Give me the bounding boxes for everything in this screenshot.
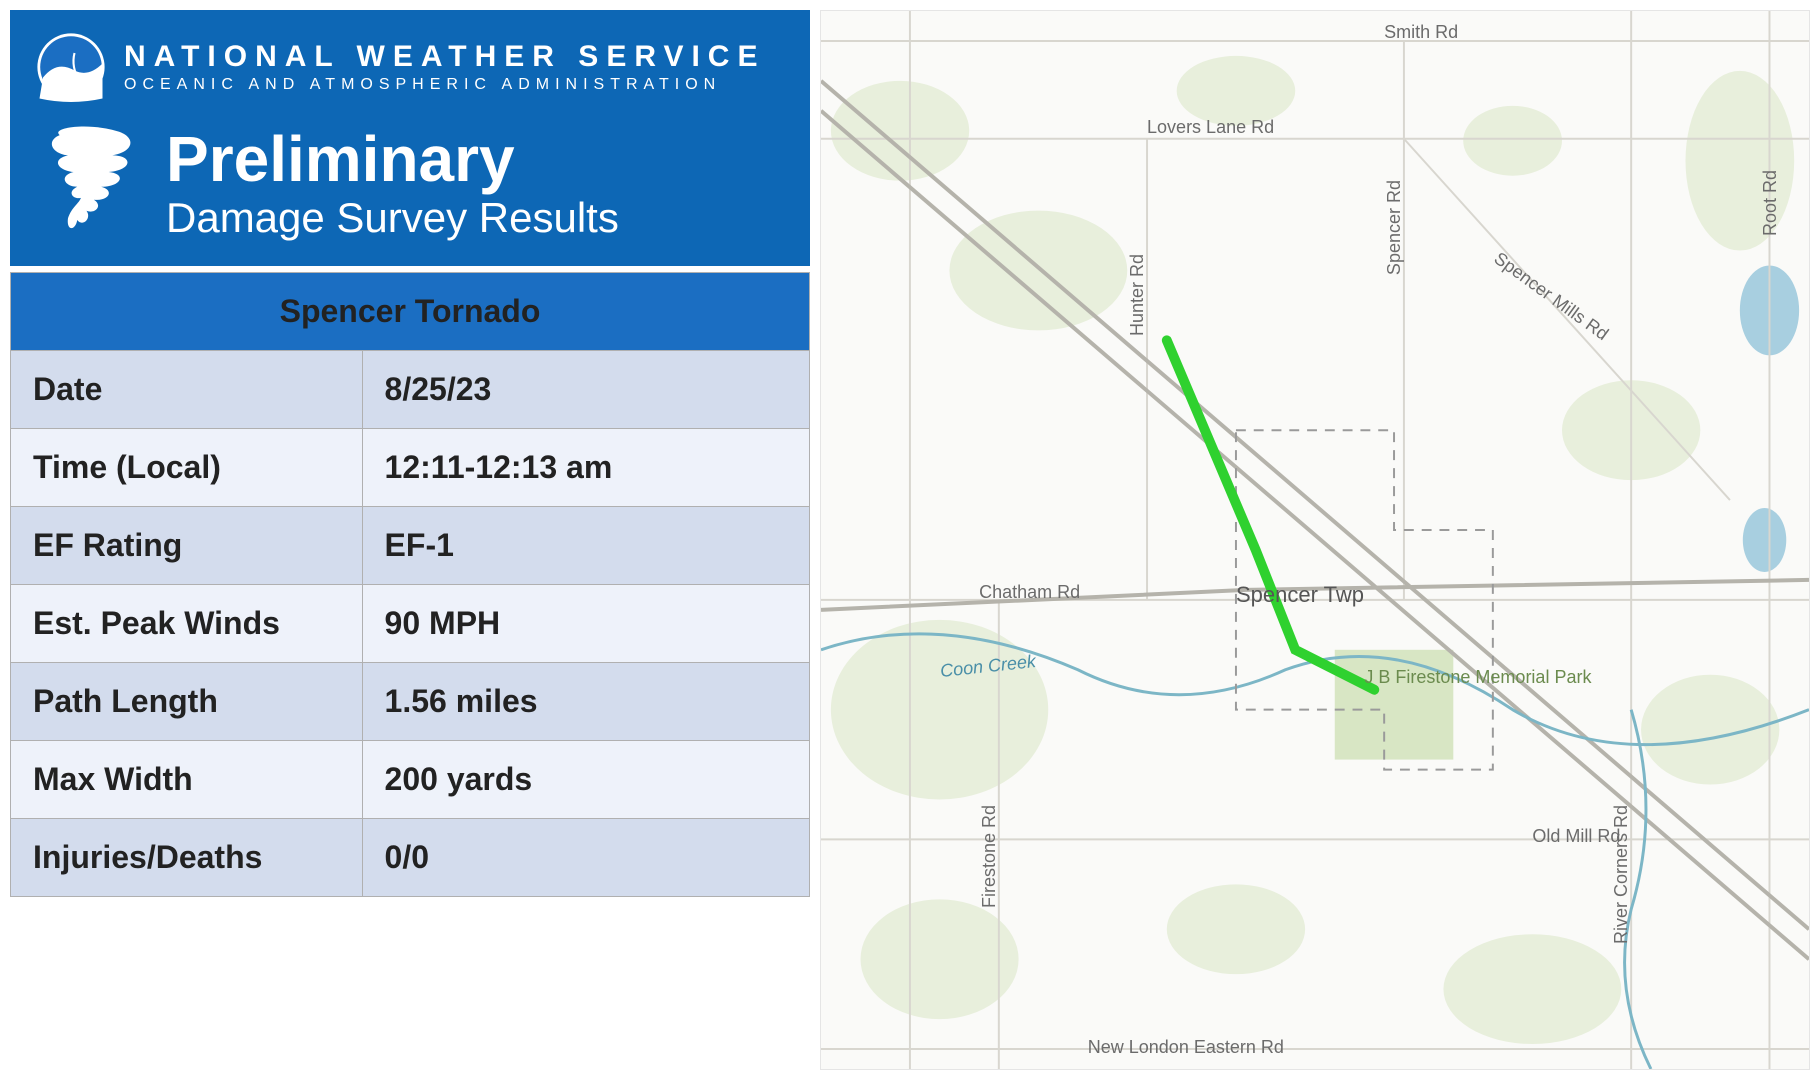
title-sub-label: Damage Survey Results — [166, 195, 619, 241]
row-label: Date — [11, 351, 363, 429]
tornado-info-table: Spencer Tornado Date 8/25/23 Time (Local… — [10, 272, 810, 897]
table-title: Spencer Tornado — [11, 273, 810, 351]
vegetation-layer — [831, 56, 1794, 1044]
table-row: Max Width 200 yards — [11, 741, 810, 819]
row-label: Path Length — [11, 663, 363, 741]
table-row: Time (Local) 12:11-12:13 am — [11, 429, 810, 507]
map-label-chatham: Chatham Rd — [979, 582, 1080, 603]
map-label-old-mill: Old Mill Rd — [1532, 826, 1620, 847]
table-row: Est. Peak Winds 90 MPH — [11, 585, 810, 663]
agency-text: NATIONAL WEATHER SERVICE OCEANIC AND ATM… — [124, 40, 765, 94]
row-value: 12:11-12:13 am — [362, 429, 809, 507]
row-label: Injuries/Deaths — [11, 819, 363, 897]
row-value: EF-1 — [362, 507, 809, 585]
map-label-root: Root Rd — [1760, 170, 1781, 236]
table-row: Date 8/25/23 — [11, 351, 810, 429]
row-value: 1.56 miles — [362, 663, 809, 741]
title-text: Preliminary Damage Survey Results — [166, 127, 619, 241]
table-row: Path Length 1.56 miles — [11, 663, 810, 741]
map-label-smith: Smith Rd — [1384, 22, 1458, 43]
highway-layer — [821, 81, 1809, 959]
table-header-row: Spencer Tornado — [11, 273, 810, 351]
row-value: 0/0 — [362, 819, 809, 897]
map-label-firestone-park: J B Firestone Memorial Park — [1364, 667, 1514, 688]
map-label-spencer-twp: Spencer Twp — [1236, 582, 1364, 608]
row-label: Max Width — [11, 741, 363, 819]
title-row: Preliminary Damage Survey Results — [36, 124, 784, 244]
map-label-spencer-rd: Spencer Rd — [1384, 180, 1405, 275]
agency-sub-label: OCEANIC AND ATMOSPHERIC ADMINISTRATION — [124, 76, 765, 94]
row-label: Time (Local) — [11, 429, 363, 507]
title-main-label: Preliminary — [166, 127, 619, 191]
row-label: EF Rating — [11, 507, 363, 585]
noaa-logo-icon — [36, 32, 106, 102]
map-label-hunter: Hunter Rd — [1127, 254, 1148, 336]
map-svg — [821, 11, 1809, 1069]
agency-row: NATIONAL WEATHER SERVICE OCEANIC AND ATM… — [36, 32, 784, 102]
table-row: EF Rating EF-1 — [11, 507, 810, 585]
row-value: 8/25/23 — [362, 351, 809, 429]
map-label-new-london: New London Eastern Rd — [1088, 1037, 1284, 1058]
row-value: 200 yards — [362, 741, 809, 819]
left-panel: NATIONAL WEATHER SERVICE OCEANIC AND ATM… — [10, 10, 810, 1070]
tornado-path-line — [1167, 340, 1374, 689]
map-label-lovers: Lovers Lane Rd — [1147, 117, 1274, 138]
map-label-river-corners: River Corners Rd — [1611, 805, 1632, 944]
tornado-icon — [42, 124, 142, 244]
header-block: NATIONAL WEATHER SERVICE OCEANIC AND ATM… — [10, 10, 810, 266]
map-panel: Smith Rd Lovers Lane Rd Spencer Rd Root … — [820, 10, 1810, 1070]
map-label-firestone-rd: Firestone Rd — [979, 805, 1000, 908]
table-row: Injuries/Deaths 0/0 — [11, 819, 810, 897]
row-value: 90 MPH — [362, 585, 809, 663]
row-label: Est. Peak Winds — [11, 585, 363, 663]
agency-main-label: NATIONAL WEATHER SERVICE — [124, 40, 765, 74]
